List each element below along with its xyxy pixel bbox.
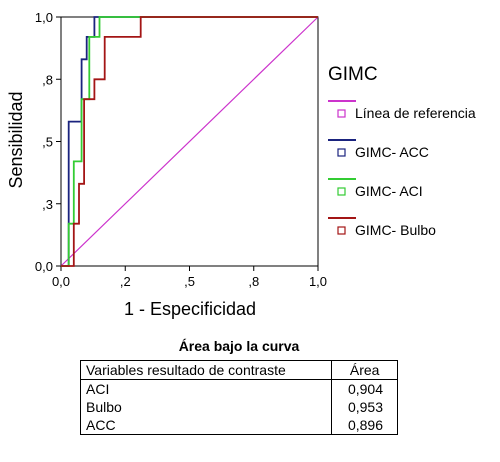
series-line-2 xyxy=(61,16,318,267)
header-area: Área xyxy=(331,360,398,380)
row-variable: ACI xyxy=(79,379,333,398)
legend-title: GIMC xyxy=(328,64,378,85)
x-tick-label: ,5 xyxy=(184,274,195,289)
legend-marker xyxy=(337,226,346,235)
y-tick-label: 0,0 xyxy=(35,259,53,274)
plot-area: 0,0 ,2 ,5 ,8 1,0 0,0 ,3 ,5 ,8 1,0 xyxy=(35,10,327,289)
y-tick-label: 1,0 xyxy=(35,10,53,25)
y-tick-label: ,3 xyxy=(42,197,53,212)
table-row: ACC 0,896 xyxy=(79,416,398,435)
row-area: 0,904 xyxy=(331,379,398,398)
auc-table-section: Área bajo la curva Variables resultado d… xyxy=(79,338,398,435)
y-axis-title: Sensibilidad xyxy=(6,91,26,188)
series-line-0 xyxy=(60,16,319,267)
legend: GIMC Línea de referencia GIMC- ACC GIMC- A… xyxy=(328,64,476,238)
x-tick-label: ,2 xyxy=(120,274,131,289)
roc-chart: Sensibilidad 1 - Especificidad 0,0 ,2 ,5 ,8… xyxy=(6,10,476,319)
header-variable: Variables resultado de contraste xyxy=(79,360,333,380)
legend-marker xyxy=(337,187,346,196)
table-row: ACI 0,904 xyxy=(79,379,398,398)
legend-marker xyxy=(337,109,346,118)
x-tick-label: 0,0 xyxy=(52,274,70,289)
row-variable: ACC xyxy=(79,416,333,435)
row-variable: Bulbo xyxy=(79,398,333,416)
legend-label: GIMC- Bulbo xyxy=(355,222,436,238)
x-axis-title: 1 - Especificidad xyxy=(124,299,256,319)
y-tick-label: ,8 xyxy=(42,72,53,87)
row-area: 0,953 xyxy=(331,398,398,416)
table-row: Bulbo 0,953 xyxy=(79,398,398,416)
row-area: 0,896 xyxy=(331,416,398,435)
table-title: Área bajo la curva xyxy=(178,338,300,354)
x-tick-label: 1,0 xyxy=(309,274,327,289)
legend-marker xyxy=(337,148,346,157)
table-header-row: Variables resultado de contraste Área xyxy=(79,360,398,380)
auc-table: Variables resultado de contraste Área AC… xyxy=(79,360,398,435)
y-tick-label: ,5 xyxy=(42,135,53,150)
legend-label: GIMC- ACC xyxy=(355,144,429,160)
x-tick-label: ,8 xyxy=(248,274,259,289)
legend-label: GIMC- ACI xyxy=(355,183,423,199)
legend-label: Línea de referencia xyxy=(355,105,476,121)
series-line-3 xyxy=(61,16,318,267)
